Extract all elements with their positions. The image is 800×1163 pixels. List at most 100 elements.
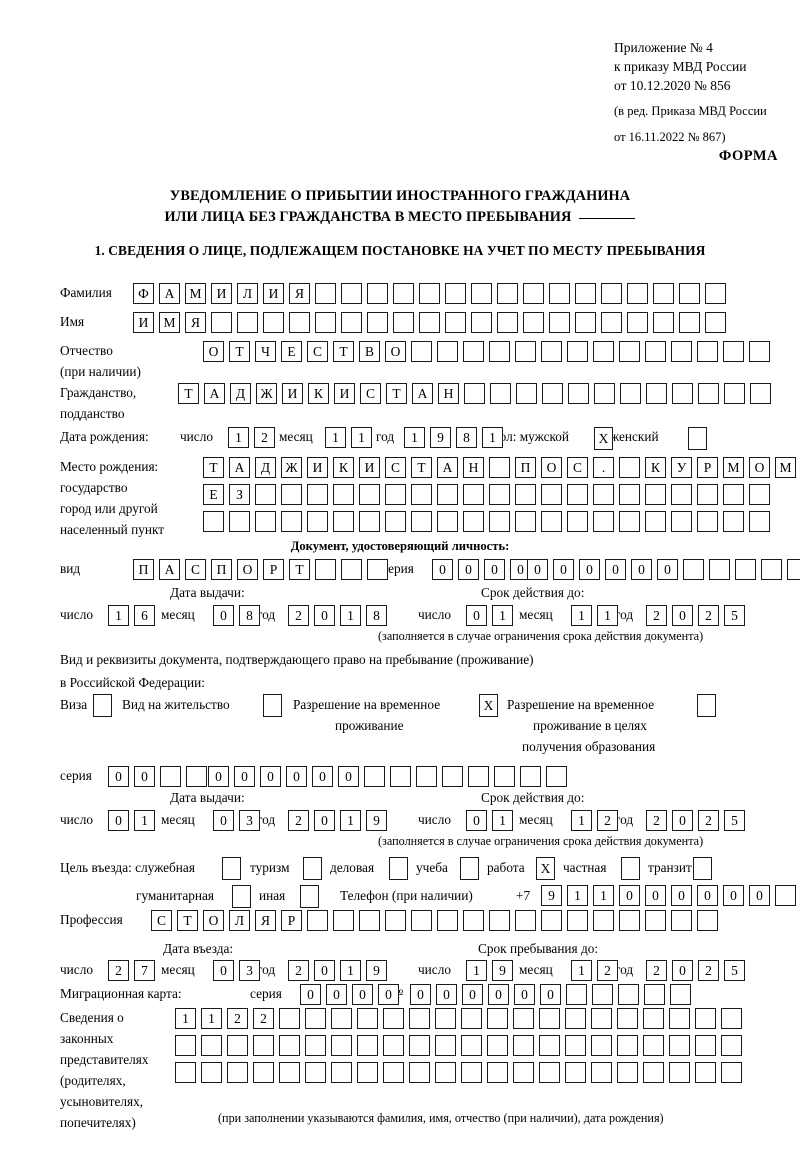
char-cell[interactable]: 2 <box>597 810 618 831</box>
char-cell[interactable]: 1 <box>404 427 425 448</box>
char-cell[interactable] <box>721 1062 742 1083</box>
char-cell[interactable]: Н <box>438 383 459 404</box>
char-cell[interactable]: Л <box>229 910 250 931</box>
char-cell[interactable]: И <box>282 383 303 404</box>
char-cell[interactable]: 0 <box>108 810 129 831</box>
char-cell[interactable] <box>409 1035 430 1056</box>
char-cell[interactable] <box>705 283 726 304</box>
char-cell[interactable]: 1 <box>175 1008 196 1029</box>
char-cell[interactable] <box>683 559 704 580</box>
char-cell[interactable]: 2 <box>698 960 719 981</box>
char-cell[interactable] <box>594 383 615 404</box>
char-cell[interactable] <box>516 383 537 404</box>
char-cell[interactable] <box>411 341 432 362</box>
char-cell[interactable] <box>331 1035 352 1056</box>
char-cell[interactable]: 0 <box>436 984 457 1005</box>
char-cell[interactable]: 0 <box>671 885 692 906</box>
char-cell[interactable] <box>461 1008 482 1029</box>
char-cell[interactable] <box>385 484 406 505</box>
char-cell[interactable] <box>489 910 510 931</box>
char-cell[interactable] <box>749 484 770 505</box>
char-cell[interactable]: Я <box>185 312 206 333</box>
char-cell[interactable] <box>593 910 614 931</box>
char-cell[interactable] <box>618 984 639 1005</box>
char-cell[interactable]: 0 <box>462 984 483 1005</box>
char-cell[interactable]: Д <box>255 457 276 478</box>
char-cell[interactable] <box>617 1035 638 1056</box>
char-cell[interactable]: 2 <box>646 960 667 981</box>
char-cell[interactable] <box>575 283 596 304</box>
char-cell[interactable]: 0 <box>213 810 234 831</box>
checkbox-purpose-transit[interactable] <box>693 857 712 880</box>
char-cell[interactable] <box>461 1062 482 1083</box>
char-cell[interactable]: 0 <box>410 984 431 1005</box>
char-cell[interactable] <box>643 1008 664 1029</box>
char-cell[interactable] <box>670 984 691 1005</box>
char-cell[interactable]: 5 <box>724 960 745 981</box>
char-cell[interactable] <box>497 283 518 304</box>
char-cell[interactable] <box>520 766 541 787</box>
char-cell[interactable] <box>281 484 302 505</box>
char-cell[interactable]: 5 <box>724 810 745 831</box>
char-cell[interactable] <box>669 1035 690 1056</box>
char-cell[interactable]: Т <box>203 457 224 478</box>
char-cell[interactable] <box>390 766 411 787</box>
char-cell[interactable]: Т <box>289 559 310 580</box>
char-cell[interactable]: Ж <box>256 383 277 404</box>
char-cell[interactable] <box>437 484 458 505</box>
char-cell[interactable] <box>723 341 744 362</box>
checkbox-purpose-study[interactable] <box>460 857 479 880</box>
char-cell[interactable] <box>411 910 432 931</box>
char-cell[interactable]: 0 <box>326 984 347 1005</box>
char-cell[interactable]: 2 <box>646 605 667 626</box>
char-cell[interactable] <box>575 312 596 333</box>
char-cell[interactable] <box>385 511 406 532</box>
char-cell[interactable] <box>567 511 588 532</box>
char-cell[interactable]: 2 <box>108 960 129 981</box>
checkbox-purpose-humanitarian[interactable] <box>232 885 251 908</box>
char-cell[interactable]: 0 <box>749 885 770 906</box>
char-cell[interactable] <box>445 283 466 304</box>
char-cell[interactable]: П <box>211 559 232 580</box>
char-cell[interactable] <box>289 312 310 333</box>
char-cell[interactable] <box>305 1062 326 1083</box>
char-cell[interactable] <box>364 766 385 787</box>
char-cell[interactable] <box>435 1008 456 1029</box>
checkbox-visa[interactable] <box>93 694 112 717</box>
char-cell[interactable]: Е <box>203 484 224 505</box>
char-cell[interactable] <box>567 341 588 362</box>
char-cell[interactable] <box>653 312 674 333</box>
char-cell[interactable] <box>541 511 562 532</box>
char-cell[interactable]: И <box>263 283 284 304</box>
char-cell[interactable]: 7 <box>134 960 155 981</box>
char-cell[interactable]: 0 <box>466 605 487 626</box>
char-cell[interactable]: 1 <box>571 605 592 626</box>
char-cell[interactable] <box>644 984 665 1005</box>
char-cell[interactable] <box>546 766 567 787</box>
char-cell[interactable]: 0 <box>631 559 652 580</box>
char-cell[interactable]: И <box>133 312 154 333</box>
char-cell[interactable] <box>619 457 640 478</box>
char-cell[interactable]: 0 <box>134 766 155 787</box>
char-cell[interactable] <box>542 383 563 404</box>
char-cell[interactable] <box>620 383 641 404</box>
char-cell[interactable]: 1 <box>228 427 249 448</box>
char-cell[interactable] <box>227 1062 248 1083</box>
char-cell[interactable] <box>523 283 544 304</box>
char-cell[interactable]: 0 <box>553 559 574 580</box>
char-cell[interactable]: Т <box>178 383 199 404</box>
char-cell[interactable] <box>435 1062 456 1083</box>
char-cell[interactable]: 0 <box>672 605 693 626</box>
